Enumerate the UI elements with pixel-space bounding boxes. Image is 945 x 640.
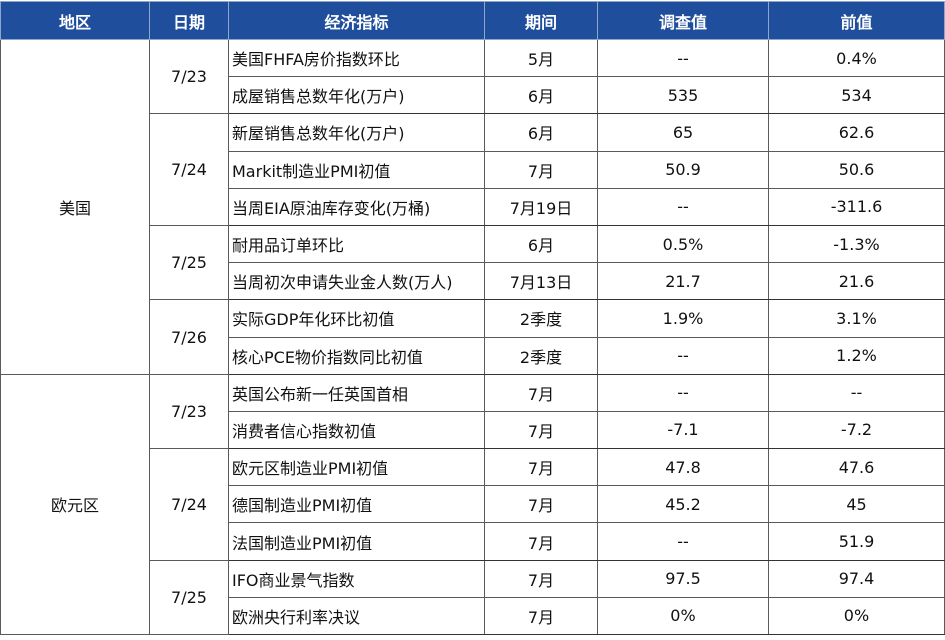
date-cell: 7/26 bbox=[149, 299, 229, 375]
previous-cell: 97.4 bbox=[768, 559, 945, 598]
period-cell: 2季度 bbox=[484, 299, 598, 338]
period-cell: 7月 bbox=[484, 410, 598, 450]
period-cell: 2季度 bbox=[484, 336, 598, 375]
date-cell: 7/25 bbox=[149, 559, 229, 636]
previous-cell: 0% bbox=[768, 596, 945, 636]
period-cell: 7月19日 bbox=[484, 187, 598, 226]
date-cell: 7/23 bbox=[149, 373, 229, 450]
header-indicator: 经济指标 bbox=[228, 1, 485, 40]
table-row: 德国制造业PMI初值 7月 45.2 45 bbox=[1, 485, 945, 524]
indicator-cell: IFO商业景气指数 bbox=[228, 559, 485, 598]
survey-cell: -- bbox=[597, 522, 769, 561]
indicator-cell: 当周初次申请失业金人数(万人) bbox=[228, 262, 485, 301]
survey-cell: 97.5 bbox=[597, 559, 769, 598]
period-cell: 7月 bbox=[484, 150, 598, 189]
indicator-cell: 英国公布新一任英国首相 bbox=[228, 373, 485, 412]
period-cell: 5月 bbox=[484, 38, 598, 78]
table-body: 美国 7/23 美国FHFA房价指数环比 5月 -- 0.4% 成屋销售总数年化(万户) 6月… bbox=[0, 38, 945, 636]
survey-cell: -7.1 bbox=[597, 410, 769, 450]
survey-cell: -- bbox=[597, 38, 769, 78]
region-cell: 欧元区 bbox=[0, 373, 150, 636]
previous-cell: 51.9 bbox=[768, 522, 945, 561]
period-cell: 7月 bbox=[484, 522, 598, 561]
survey-cell: -- bbox=[597, 187, 769, 226]
survey-cell: 535 bbox=[597, 76, 769, 115]
previous-cell: 0.4% bbox=[768, 38, 945, 78]
period-cell: 7月 bbox=[484, 485, 598, 524]
table-header: 地区 日期 经济指标 期间 调查值 前值 bbox=[0, 1, 945, 40]
survey-cell: -- bbox=[597, 373, 769, 412]
date-cell: 7/23 bbox=[149, 38, 229, 115]
period-cell: 6月 bbox=[484, 224, 598, 264]
period-cell: 7月 bbox=[484, 559, 598, 598]
indicator-cell: 新屋销售总数年化(万户) bbox=[228, 113, 485, 152]
previous-cell: 534 bbox=[768, 76, 945, 115]
indicator-cell: 德国制造业PMI初值 bbox=[228, 485, 485, 524]
period-cell: 7月13日 bbox=[484, 262, 598, 301]
header-date: 日期 bbox=[149, 1, 229, 40]
survey-cell: 65 bbox=[597, 113, 769, 152]
indicator-cell: 当周EIA原油库存变化(万桶) bbox=[228, 187, 485, 226]
previous-cell: -7.2 bbox=[768, 410, 945, 450]
table-row: 7/24 新屋销售总数年化(万户) 6月 65 62.6 bbox=[1, 113, 945, 226]
table-row: 7/24 欧元区制造业PMI初值 7月 47.8 47.6 bbox=[1, 448, 945, 561]
survey-cell: 1.9% bbox=[597, 299, 769, 338]
period-cell: 7月 bbox=[484, 448, 598, 487]
table-row: 欧元区 7/23 英国公布新一任英国首相 7月 -- -- bbox=[0, 373, 945, 636]
indicator-cell: 美国FHFA房价指数环比 bbox=[228, 38, 485, 78]
survey-cell: 50.9 bbox=[597, 150, 769, 189]
previous-cell: -- bbox=[768, 373, 945, 412]
period-cell: 6月 bbox=[484, 76, 598, 115]
previous-cell: 45 bbox=[768, 485, 945, 524]
indicator-cell: 成屋销售总数年化(万户) bbox=[228, 76, 485, 115]
indicator-cell: 核心PCE物价指数同比初值 bbox=[228, 336, 485, 375]
period-cell: 7月 bbox=[484, 596, 598, 636]
previous-cell: -1.3% bbox=[768, 224, 945, 264]
survey-cell: 0% bbox=[597, 596, 769, 636]
indicator-cell: Markit制造业PMI初值 bbox=[228, 150, 485, 189]
period-cell: 6月 bbox=[484, 113, 598, 152]
table-row: 当周EIA原油库存变化(万桶) 7月19日 -- -311.6 bbox=[1, 187, 945, 226]
region-cell: 美国 bbox=[0, 39, 150, 375]
previous-cell: 21.6 bbox=[768, 262, 945, 301]
indicator-cell: 耐用品订单环比 bbox=[228, 224, 485, 264]
header-period: 期间 bbox=[484, 1, 598, 40]
table-row: 法国制造业PMI初值 7月 -- 51.9 bbox=[1, 522, 945, 561]
header-survey: 调查值 bbox=[597, 1, 769, 40]
indicator-cell: 法国制造业PMI初值 bbox=[228, 522, 485, 561]
table-row: 成屋销售总数年化(万户) 6月 535 534 bbox=[1, 76, 945, 115]
previous-cell: 62.6 bbox=[768, 113, 945, 152]
date-cell: 7/24 bbox=[149, 113, 229, 226]
previous-cell: 47.6 bbox=[768, 448, 945, 487]
indicator-cell: 欧洲央行利率决议 bbox=[228, 596, 485, 636]
previous-cell: 3.1% bbox=[768, 299, 945, 338]
table-row: 消费者信心指数初值 7月 -7.1 -7.2 bbox=[1, 410, 945, 450]
table-row: 7/25 IFO商业景气指数 7月 97.5 97.4 bbox=[1, 559, 945, 636]
period-cell: 7月 bbox=[484, 373, 598, 412]
header-row: 地区 日期 经济指标 期间 调查值 前值 bbox=[0, 1, 945, 40]
header-region: 地区 bbox=[0, 1, 150, 40]
previous-cell: 50.6 bbox=[768, 150, 945, 189]
date-cell: 7/24 bbox=[149, 448, 229, 561]
survey-cell: -- bbox=[597, 336, 769, 375]
table-row: Markit制造业PMI初值 7月 50.9 50.6 bbox=[1, 150, 945, 189]
survey-cell: 47.8 bbox=[597, 448, 769, 487]
survey-cell: 0.5% bbox=[597, 224, 769, 264]
previous-cell: 1.2% bbox=[768, 336, 945, 375]
table-row: 欧洲央行利率决议 7月 0% 0% bbox=[1, 596, 945, 636]
indicator-cell: 欧元区制造业PMI初值 bbox=[228, 448, 485, 487]
survey-cell: 45.2 bbox=[597, 485, 769, 524]
indicator-cell: 实际GDP年化环比初值 bbox=[228, 299, 485, 338]
date-cell: 7/25 bbox=[149, 224, 229, 301]
survey-cell: 21.7 bbox=[597, 262, 769, 301]
table-row: 美国 7/23 美国FHFA房价指数环比 5月 -- 0.4% bbox=[0, 38, 945, 375]
indicator-cell: 消费者信心指数初值 bbox=[228, 410, 485, 450]
previous-cell: -311.6 bbox=[768, 187, 945, 226]
header-previous: 前值 bbox=[768, 1, 945, 40]
